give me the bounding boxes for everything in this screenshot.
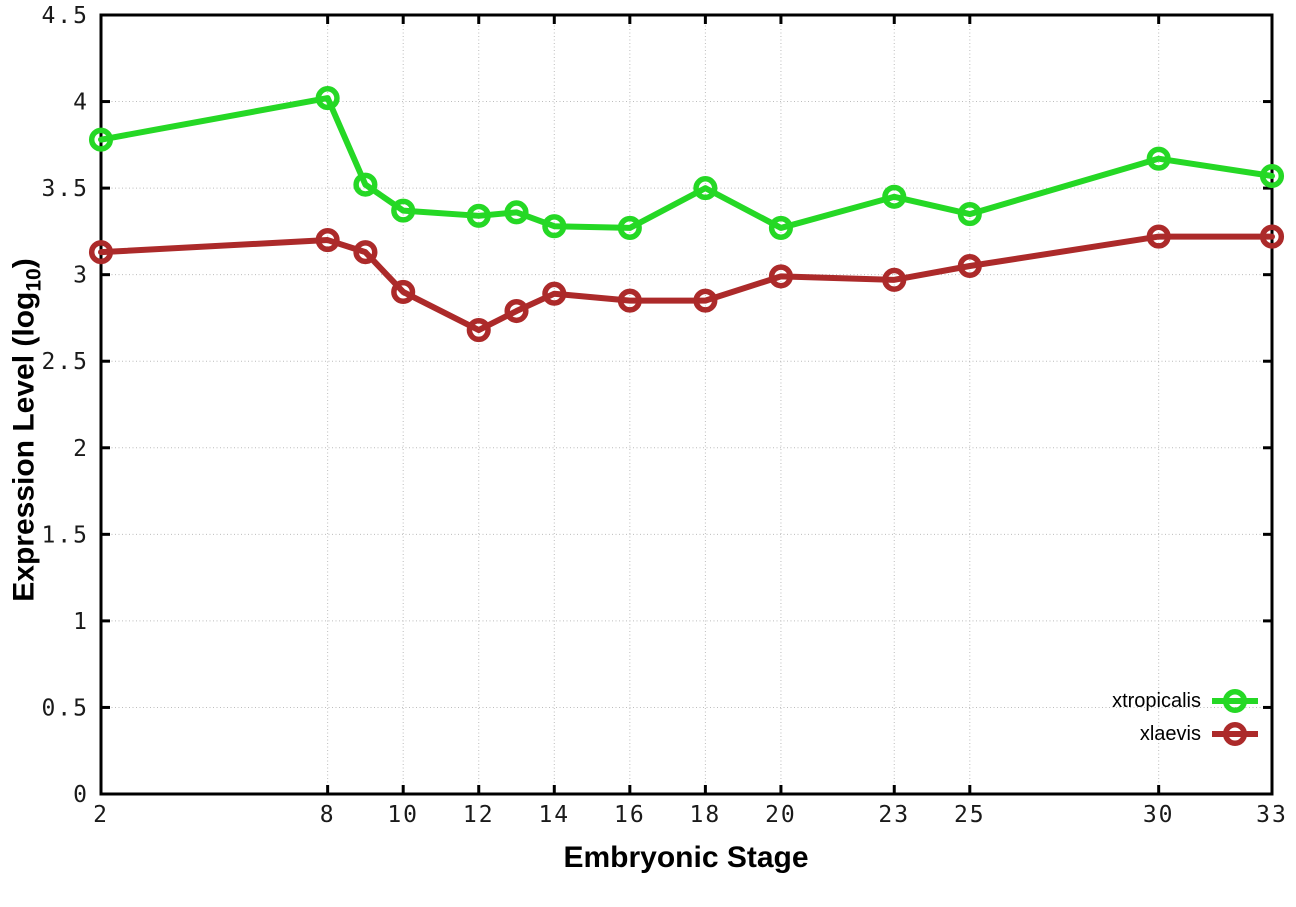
y-tick-label: 2 [73,436,89,462]
data-point-xtropicalis-stage-16 [617,215,642,240]
data-point-xtropicalis-stage-13 [504,200,529,225]
data-point-xlaevis-stage-16 [617,288,642,313]
data-point-xlaevis-stage-30 [1146,224,1171,249]
y-tick-label: 3.5 [41,176,89,202]
data-point-xtropicalis-stage-12 [466,203,491,228]
plot-border [99,13,1274,796]
y-tick-label: 1.5 [41,522,89,548]
y-tick-label: 0 [73,782,89,808]
legend-item-xtropicalis: xtropicalis [1112,685,1258,717]
data-point-xtropicalis-stage-10 [391,198,416,223]
series-line-xlaevis [98,233,1275,334]
legend-label-xlaevis: xlaevis [1139,722,1201,745]
y-axis-title: Expression Level (log10) [8,258,47,601]
legend-circle-sample [1222,721,1248,747]
data-point-xtropicalis-stage-30 [1146,146,1171,171]
legend-label-xtropicalis: xtropicalis [1112,689,1201,712]
x-axis-title: Embryonic Stage [563,841,809,874]
y-tick-label: 0.5 [41,695,89,721]
data-point-xlaevis-stage-25 [957,253,982,279]
data-point-xlaevis-stage-2 [88,240,114,265]
y-axis-title-close: ) [7,258,41,269]
legend-circle-sample [1222,688,1248,714]
y-tick-label: 4 [73,90,89,116]
legend-marker-xtropicalis [1212,688,1258,714]
y-tick-label: 3 [73,263,89,289]
data-point-xtropicalis-stage-25 [957,202,982,227]
legend-marker-xlaevis [1212,721,1258,747]
x-tick-label: 8 [320,802,336,828]
x-tick-label: 33 [1256,802,1288,828]
data-point-xtropicalis-stage-8 [315,86,340,111]
data-point-xtropicalis-stage-18 [693,176,718,201]
x-tick-label: 23 [878,802,910,828]
x-tick-label: 20 [765,802,797,828]
data-point-xlaevis-stage-13 [504,298,529,324]
data-point-xtropicalis-stage-33 [1259,163,1285,189]
data-point-xlaevis-stage-12 [466,318,491,343]
data-point-xlaevis-stage-10 [391,279,416,305]
y-axis-title-subscript: 10 [22,268,46,292]
x-tick-label: 16 [614,802,646,828]
series-line-xtropicalis [98,95,1275,231]
data-point-xtropicalis-stage-20 [768,215,793,240]
data-point-xtropicalis-stage-23 [882,184,907,209]
legend: xtropicalis xlaevis [1112,685,1258,750]
x-tick-label: 30 [1143,802,1175,828]
data-point-xtropicalis-stage-14 [542,214,567,239]
y-tick-label: 4.5 [41,3,89,29]
x-tick-label: 25 [954,802,986,828]
data-point-xlaevis-stage-20 [768,264,793,289]
data-point-xlaevis-stage-33 [1259,224,1285,249]
x-tick-label: 10 [387,802,419,828]
x-tick-label: 12 [463,802,495,828]
x-tick-label: 14 [538,802,570,828]
data-point-xlaevis-stage-8 [315,227,340,253]
data-point-xtropicalis-stage-9 [353,172,378,197]
x-tick-label: 2 [93,802,109,828]
data-point-xlaevis-stage-9 [353,240,378,265]
y-tick-label: 2.5 [41,349,89,375]
data-point-xtropicalis-stage-2 [88,127,114,152]
legend-item-xlaevis: xlaevis [1112,718,1258,750]
y-tick-label: 1 [73,609,89,635]
data-point-xlaevis-stage-18 [693,288,718,313]
x-tick-label: 18 [690,802,722,828]
data-point-xlaevis-stage-14 [542,281,567,306]
data-point-xlaevis-stage-23 [882,267,907,292]
y-axis-title-text: Expression Level (log [7,291,41,602]
